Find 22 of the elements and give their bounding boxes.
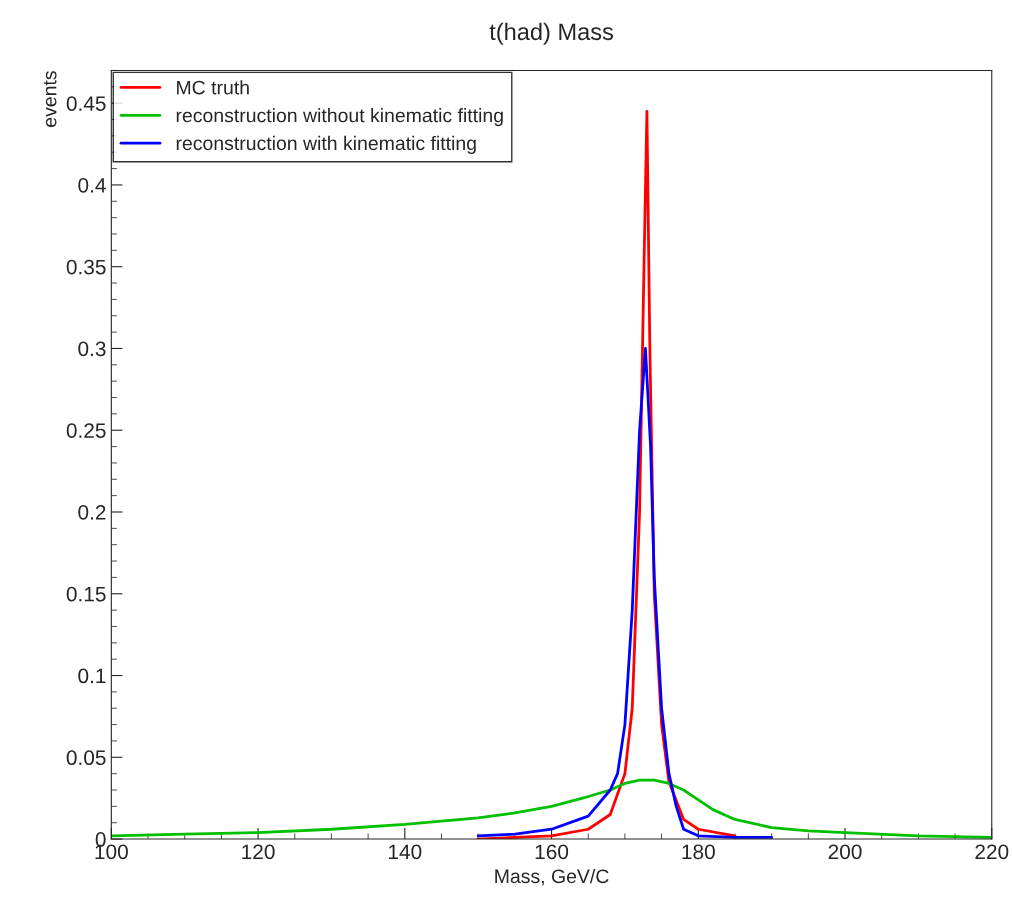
x-tick-label: 160 (535, 844, 569, 860)
line-series (476, 347, 774, 839)
x-tick-label: 220 (975, 844, 1009, 860)
legend-label: reconstruction without kinematic fitting (176, 108, 503, 127)
y-tick-label: 0.1 (78, 668, 106, 684)
y-axis-title: events (43, 71, 57, 127)
x-tick-label: 120 (242, 844, 275, 860)
x-tick-label: 180 (682, 844, 715, 860)
chart-title: t(had) Mass (489, 22, 614, 45)
x-tick-label: 140 (389, 844, 422, 860)
legend-label: MC truth (177, 80, 249, 95)
y-tick-label: 0.05 (66, 750, 106, 766)
y-tick-label: 0.3 (78, 341, 106, 357)
y-tick-label: 0.45 (66, 96, 106, 111)
y-tick-label: 0.4 (78, 177, 106, 193)
x-axis-title: Mass, GeV/C (495, 868, 609, 886)
legend-label: reconstruction with kinematic fitting (176, 135, 476, 154)
y-tick-label: 0.15 (66, 586, 106, 602)
y-tick-label: 0.35 (66, 259, 106, 275)
x-tick-label: 200 (828, 844, 862, 860)
y-tick-label: 0.2 (78, 504, 106, 520)
y-tick-label: 0.25 (66, 423, 106, 438)
